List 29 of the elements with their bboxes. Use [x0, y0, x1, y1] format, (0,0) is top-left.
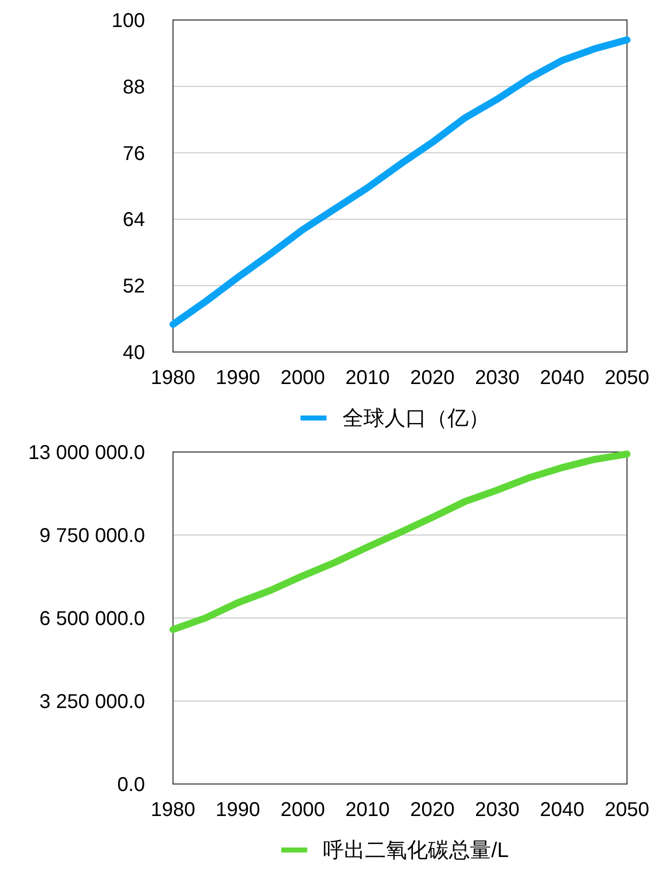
y-tick-label: 88 — [122, 76, 145, 98]
x-tick-label: 2020 — [410, 799, 455, 821]
x-tick-label: 1990 — [216, 367, 260, 389]
x-tick-label: 2020 — [410, 367, 455, 389]
x-tick-label: 1980 — [150, 367, 196, 389]
y-tick-label: 64 — [122, 209, 145, 232]
y-tick-label: 76 — [122, 142, 145, 165]
y-tick-label: 52 — [122, 276, 145, 298]
y-tick-label: 40 — [122, 342, 145, 364]
x-tick-label: 2010 — [345, 799, 390, 821]
x-tick-label: 2040 — [540, 799, 584, 821]
y-tick-label: 6 500 000.0 — [39, 608, 145, 630]
x-tick-label: 2050 — [604, 799, 650, 821]
x-tick-label: 2010 — [345, 367, 390, 389]
y-tick-label: 13 000 000.0 — [28, 442, 145, 464]
x-tick-label: 2030 — [475, 367, 520, 389]
y-tick-label: 3 250 000.0 — [39, 691, 145, 713]
x-tick-label: 2000 — [280, 799, 325, 821]
y-tick-label: 100 — [112, 10, 145, 32]
x-tick-label: 1990 — [216, 799, 260, 821]
x-tick-label: 2000 — [280, 367, 325, 389]
x-tick-label: 1980 — [150, 799, 196, 821]
x-tick-label: 2050 — [604, 367, 650, 389]
legend-label: 呼出二氧化碳总量/L — [323, 839, 509, 862]
y-tick-label: 0.0 — [117, 774, 145, 796]
x-tick-label: 2030 — [475, 799, 520, 821]
y-tick-label: 9 750 000.0 — [39, 525, 145, 547]
legend-label: 全球人口（亿） — [342, 407, 490, 430]
x-tick-label: 2040 — [540, 367, 584, 389]
